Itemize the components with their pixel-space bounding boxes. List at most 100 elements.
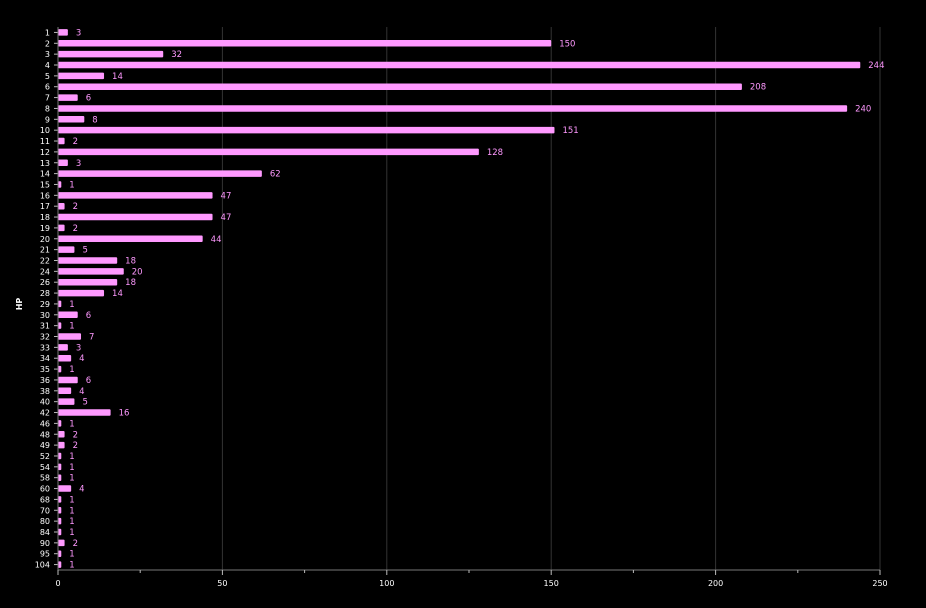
bar-17 xyxy=(58,202,65,210)
data-label: 62 xyxy=(270,170,281,180)
bar-54 xyxy=(58,463,62,471)
bar-4 xyxy=(58,61,861,69)
bar-5 xyxy=(58,72,105,80)
bar-104 xyxy=(58,561,62,568)
y-tick-label: 13 xyxy=(40,159,50,168)
y-tick-label: 33 xyxy=(40,343,50,352)
y-tick-label: 35 xyxy=(40,365,50,374)
y-tick-label: 31 xyxy=(40,322,50,331)
bar-29 xyxy=(58,300,62,308)
bar-33 xyxy=(58,344,68,351)
bar-1 xyxy=(58,29,68,36)
bar-22 xyxy=(58,257,118,264)
y-tick-label: 4 xyxy=(45,61,50,70)
data-label: 244 xyxy=(868,61,884,71)
bar-70 xyxy=(58,507,62,514)
x-tick-label: 250 xyxy=(872,579,887,588)
y-tick-label: 26 xyxy=(40,278,50,287)
y-tick-label: 42 xyxy=(40,409,50,418)
data-label: 2 xyxy=(73,441,78,451)
x-tick-label: 150 xyxy=(544,579,559,588)
y-tick-label: 32 xyxy=(40,333,50,342)
data-label: 7 xyxy=(89,333,94,343)
bar-48 xyxy=(58,431,65,438)
y-tick-label: 60 xyxy=(40,485,50,494)
bar-11 xyxy=(58,137,65,145)
data-label: 18 xyxy=(125,256,136,266)
bar-16 xyxy=(58,192,213,199)
bar-7 xyxy=(58,94,78,101)
y-tick-label: 21 xyxy=(40,246,50,255)
bar-21 xyxy=(58,246,75,253)
bar-9 xyxy=(58,116,85,123)
y-tick-label: 29 xyxy=(40,300,50,309)
data-label: 2 xyxy=(73,202,78,212)
data-label: 1 xyxy=(69,517,74,527)
bar-28 xyxy=(58,289,105,297)
data-label: 151 xyxy=(562,126,578,136)
bar-58 xyxy=(58,474,62,481)
y-tick-label: 28 xyxy=(40,289,50,298)
data-label: 4 xyxy=(79,485,84,495)
y-tick-label: 34 xyxy=(40,354,50,363)
data-label: 47 xyxy=(221,213,232,223)
y-tick-label: 70 xyxy=(40,506,50,515)
bar-84 xyxy=(58,528,62,536)
bar-24 xyxy=(58,268,124,275)
data-label: 1 xyxy=(69,300,74,310)
y-tick-label: 20 xyxy=(40,235,50,244)
data-label: 16 xyxy=(119,409,130,419)
y-tick-label: 15 xyxy=(40,180,50,189)
data-label: 1 xyxy=(69,561,74,571)
data-label: 5 xyxy=(82,246,87,256)
bar-80 xyxy=(58,517,62,525)
data-label: 3 xyxy=(76,159,81,169)
y-tick-label: 104 xyxy=(35,561,50,570)
data-label: 47 xyxy=(221,191,232,201)
y-tick-label: 38 xyxy=(40,387,50,396)
bar-40 xyxy=(58,398,75,405)
data-label: 3 xyxy=(76,28,81,38)
data-label: 4 xyxy=(79,387,84,397)
data-label: 1 xyxy=(69,528,74,538)
y-tick-label: 16 xyxy=(40,191,50,200)
bar-8 xyxy=(58,105,848,112)
bar-31 xyxy=(58,322,62,329)
data-label: 18 xyxy=(125,278,136,288)
bar-30 xyxy=(58,311,78,319)
data-label: 128 xyxy=(487,148,503,158)
y-tick-label: 9 xyxy=(45,115,50,124)
x-tick-label: 50 xyxy=(217,579,227,588)
grid-lines xyxy=(221,27,881,570)
bar-49 xyxy=(58,441,65,449)
data-label: 2 xyxy=(73,430,78,440)
y-tick-label: 90 xyxy=(40,539,50,548)
data-label: 1 xyxy=(69,452,74,462)
y-tick-label: 40 xyxy=(40,398,50,407)
data-label: 6 xyxy=(86,376,91,386)
bar-68 xyxy=(58,496,62,503)
x-tick-label: 200 xyxy=(708,579,723,588)
data-label: 1 xyxy=(69,495,74,505)
bar-46 xyxy=(58,420,62,427)
y-tick-label: 48 xyxy=(40,430,50,439)
y-tick-label: 49 xyxy=(40,441,50,450)
y-tick-label: 95 xyxy=(40,550,50,559)
data-label: 1 xyxy=(69,322,74,332)
data-label: 150 xyxy=(559,39,575,49)
bar-34 xyxy=(58,354,72,362)
bar-19 xyxy=(58,224,65,232)
data-label: 208 xyxy=(750,83,766,93)
bar-14 xyxy=(58,170,262,177)
y-tick-label: 30 xyxy=(40,311,50,320)
x-tick-label: 100 xyxy=(379,579,394,588)
data-label: 2 xyxy=(73,137,78,147)
data-labels: 3150322441420862408151212836214724724451… xyxy=(69,28,884,570)
data-label: 1 xyxy=(69,419,74,429)
bar-15 xyxy=(58,181,62,188)
bar-26 xyxy=(58,278,118,286)
y-tick-label: 84 xyxy=(40,528,50,537)
y-tick-label: 1 xyxy=(45,28,50,37)
y-tick-label: 52 xyxy=(40,452,50,461)
